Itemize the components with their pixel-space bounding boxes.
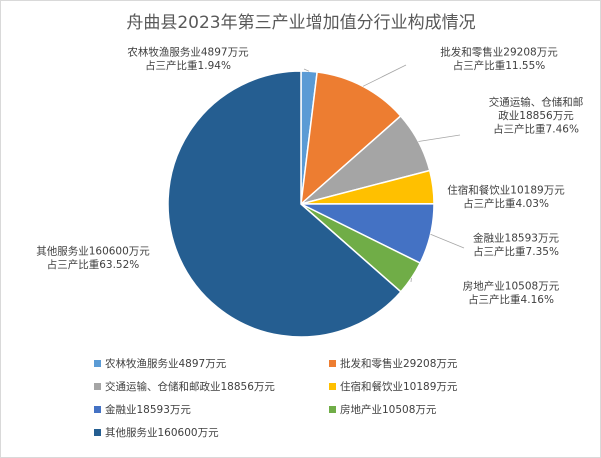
leader-line (362, 64, 407, 87)
legend-entry: 金融业18593万元 (105, 403, 191, 416)
leader-lines (303, 64, 465, 283)
legend-swatch (329, 406, 336, 413)
legend-swatch (94, 429, 101, 436)
leader-line (303, 68, 310, 72)
slice-data-label: 住宿和餐饮业10189万元占三产比重4.03% (447, 183, 565, 210)
legend-entry: 农林牧渔服务业4897万元 (105, 357, 227, 370)
legend-swatch (94, 406, 101, 413)
legend-swatch (94, 383, 101, 390)
slice-data-label: 交通运输、仓储和邮政业18856万元占三产比重7.46% (489, 96, 584, 136)
legend-entry: 住宿和餐饮业10189万元 (340, 380, 458, 393)
pie-slice (300, 71, 402, 206)
legend-entry: 交通运输、仓储和邮政业18856万元 (105, 380, 275, 393)
leader-line (418, 134, 461, 142)
pie-slices (167, 70, 435, 338)
chart-title: 舟曲县2023年第三产业增加值分行业构成情况 (126, 13, 475, 33)
legend: 农林牧渔服务业4897万元 批发和零售业29208万元交通运输、仓储和邮政业188… (94, 357, 458, 439)
slice-data-label: 金融业18593万元占三产比重7.35% (473, 231, 559, 258)
legend-swatch (329, 360, 336, 367)
slice-data-label: 农林牧渔服务业4897万元占三产比重1.94% (127, 45, 249, 72)
legend-entry: 房地产业10508万元 (340, 403, 437, 416)
data-labels: 农林牧渔服务业4897万元占三产比重1.94% 批发和零售业29208万元占三产比… (36, 45, 583, 306)
legend-swatch (94, 360, 101, 367)
legend-entry: 批发和零售业29208万元 (340, 357, 458, 370)
slice-data-label: 房地产业10508万元占三产比重4.16% (463, 279, 560, 306)
slice-data-label: 其他服务业160600万元占三产比重63.52% (36, 244, 150, 271)
slice-data-label: 批发和零售业29208万元占三产比重11.55% (440, 45, 558, 72)
legend-entry: 其他服务业160600万元 (105, 426, 219, 439)
legend-swatch (329, 383, 336, 390)
leader-line (430, 233, 465, 249)
pie-slice (167, 70, 402, 338)
